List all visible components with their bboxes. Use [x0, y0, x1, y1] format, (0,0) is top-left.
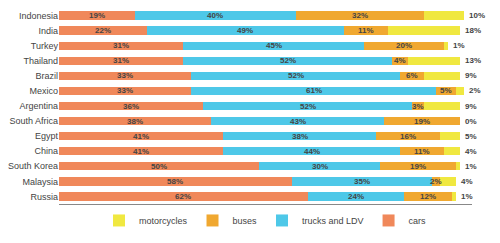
svg-text:49%: 49%	[237, 26, 253, 35]
svg-text:36%: 36%	[123, 102, 139, 111]
svg-text:Indonesia: Indonesia	[19, 11, 58, 21]
svg-text:China: China	[34, 146, 58, 156]
svg-text:buses: buses	[233, 216, 258, 226]
svg-text:cars: cars	[409, 216, 427, 226]
svg-text:52%: 52%	[300, 102, 316, 111]
svg-text:6%: 6%	[406, 71, 418, 80]
svg-text:Mexico: Mexico	[29, 86, 58, 96]
svg-text:5%: 5%	[440, 86, 452, 95]
svg-text:2%: 2%	[469, 86, 481, 95]
svg-text:62%: 62%	[175, 192, 191, 201]
svg-text:33%: 33%	[117, 71, 133, 80]
svg-text:9%: 9%	[465, 102, 477, 111]
svg-text:Thailand: Thailand	[23, 56, 58, 66]
svg-text:1%: 1%	[461, 192, 473, 201]
svg-text:30%: 30%	[312, 162, 328, 171]
svg-text:4%: 4%	[461, 177, 473, 186]
svg-text:18%: 18%	[465, 26, 481, 35]
svg-text:31%: 31%	[113, 56, 129, 65]
svg-text:13%: 13%	[465, 56, 481, 65]
svg-text:10%: 10%	[469, 11, 485, 20]
svg-text:India: India	[38, 26, 58, 36]
svg-text:Brazil: Brazil	[35, 71, 58, 81]
svg-text:45%: 45%	[266, 41, 282, 50]
svg-text:22%: 22%	[95, 26, 111, 35]
svg-text:12%: 12%	[420, 192, 436, 201]
svg-text:trucks and LDV: trucks and LDV	[302, 216, 364, 226]
svg-text:33%: 33%	[117, 86, 133, 95]
svg-text:Argentina: Argentina	[19, 101, 58, 111]
svg-text:40%: 40%	[207, 11, 223, 20]
svg-text:44%: 44%	[304, 147, 320, 156]
svg-text:19%: 19%	[410, 162, 426, 171]
svg-text:35%: 35%	[354, 177, 370, 186]
svg-text:41%: 41%	[133, 147, 149, 156]
svg-text:52%: 52%	[288, 71, 304, 80]
svg-text:16%: 16%	[400, 132, 416, 141]
svg-text:Russia: Russia	[30, 192, 58, 202]
svg-text:5%: 5%	[465, 132, 477, 141]
svg-text:0%: 0%	[465, 117, 477, 126]
svg-text:38%: 38%	[292, 132, 308, 141]
svg-text:South Africa: South Africa	[9, 116, 58, 126]
svg-text:2%: 2%	[430, 177, 442, 186]
svg-text:4%: 4%	[394, 56, 406, 65]
svg-text:19%: 19%	[414, 117, 430, 126]
svg-text:52%: 52%	[280, 56, 296, 65]
svg-text:Turkey: Turkey	[31, 41, 59, 51]
svg-text:1%: 1%	[465, 162, 477, 171]
svg-text:38%: 38%	[127, 117, 143, 126]
svg-text:58%: 58%	[167, 177, 183, 186]
svg-text:11%: 11%	[358, 26, 374, 35]
svg-text:50%: 50%	[151, 162, 167, 171]
svg-text:61%: 61%	[306, 86, 322, 95]
svg-text:41%: 41%	[133, 132, 149, 141]
svg-text:11%: 11%	[414, 147, 430, 156]
svg-text:24%: 24%	[348, 192, 364, 201]
svg-text:19%: 19%	[89, 11, 105, 20]
svg-text:32%: 32%	[352, 11, 368, 20]
svg-text:43%: 43%	[290, 117, 306, 126]
svg-text:South Korea: South Korea	[8, 161, 58, 171]
svg-text:9%: 9%	[465, 71, 477, 80]
svg-text:4%: 4%	[465, 147, 477, 156]
svg-text:Egypt: Egypt	[35, 131, 59, 141]
svg-text:Malaysia: Malaysia	[22, 177, 58, 187]
svg-text:1%: 1%	[453, 41, 465, 50]
svg-text:31%: 31%	[113, 41, 129, 50]
svg-text:20%: 20%	[396, 41, 412, 50]
svg-text:3%: 3%	[412, 102, 424, 111]
svg-text:motorcycles: motorcycles	[139, 216, 188, 226]
